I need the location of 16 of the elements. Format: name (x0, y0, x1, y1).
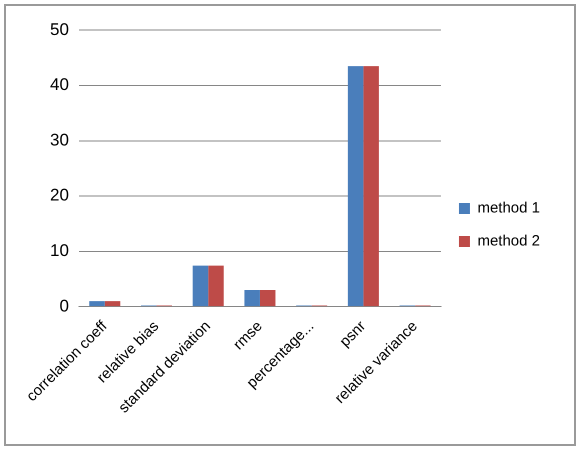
bar (192, 266, 208, 306)
bar (104, 301, 120, 306)
bar (363, 66, 379, 306)
bar (348, 66, 364, 306)
y-tick-label: 10 (50, 241, 69, 260)
bar (89, 301, 105, 306)
y-tick-label: 0 (59, 296, 69, 316)
y-tick-label: 40 (50, 75, 69, 94)
y-tick-label: 30 (50, 130, 69, 150)
legend-label: method 2 (477, 232, 540, 250)
y-tick-label: 20 (50, 186, 69, 205)
bar (208, 266, 224, 306)
bar (244, 290, 260, 306)
legend-label: method 1 (477, 200, 540, 217)
y-tick-label: 50 (50, 20, 69, 39)
bar (260, 290, 276, 306)
